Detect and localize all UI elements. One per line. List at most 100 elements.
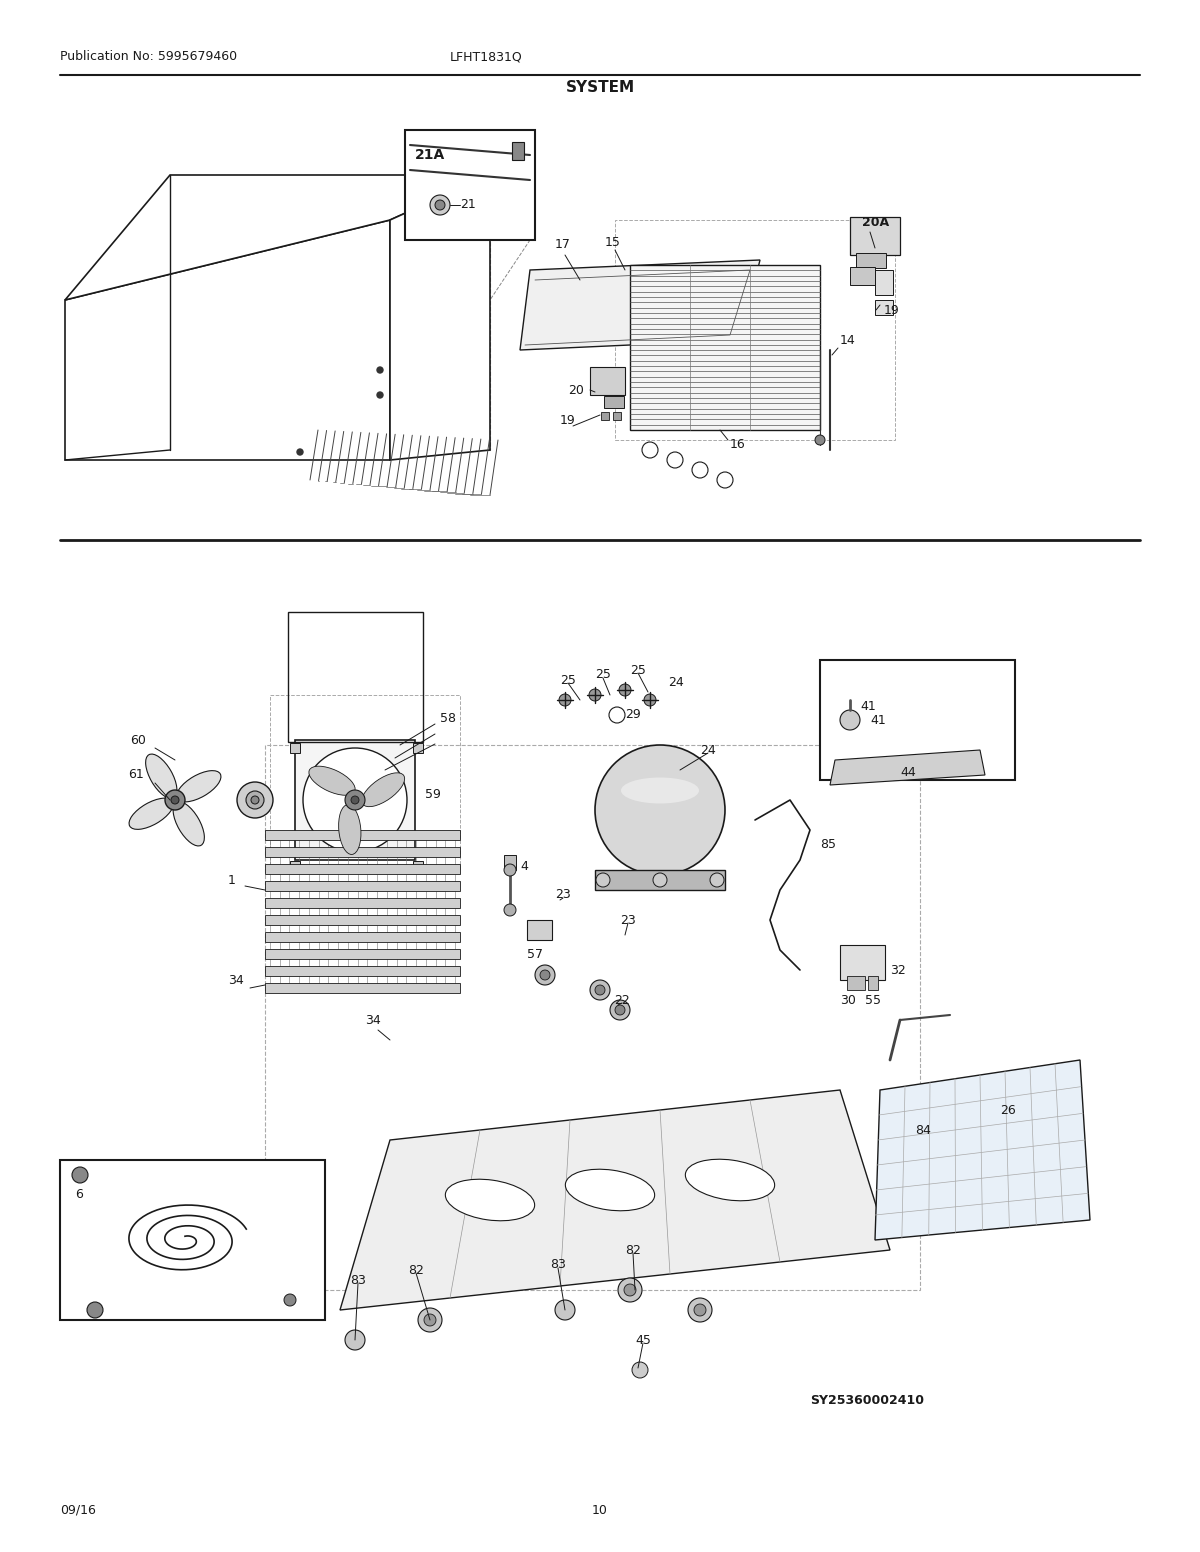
Text: 59: 59: [425, 788, 440, 801]
Polygon shape: [830, 750, 985, 785]
Circle shape: [346, 1330, 365, 1350]
Ellipse shape: [173, 802, 204, 846]
Text: 57: 57: [527, 948, 542, 962]
Bar: [875, 270, 893, 295]
Bar: [613, 411, 622, 421]
Text: 85: 85: [820, 838, 836, 852]
Bar: [630, 265, 820, 430]
Bar: [847, 976, 865, 990]
Bar: [590, 366, 625, 396]
Circle shape: [589, 689, 601, 702]
Bar: [265, 864, 460, 874]
Text: 83: 83: [350, 1274, 366, 1287]
Bar: [290, 743, 300, 753]
Bar: [604, 396, 624, 408]
Text: 58: 58: [440, 711, 456, 725]
Text: 41: 41: [860, 700, 876, 712]
Text: 45: 45: [635, 1333, 650, 1347]
Circle shape: [815, 435, 826, 445]
Circle shape: [298, 449, 302, 455]
Circle shape: [166, 790, 185, 810]
Text: LFHT1831Q: LFHT1831Q: [450, 51, 523, 64]
Ellipse shape: [445, 1180, 535, 1221]
Text: 24: 24: [700, 743, 715, 756]
Circle shape: [352, 796, 359, 804]
Circle shape: [688, 1297, 712, 1322]
Circle shape: [72, 1167, 88, 1183]
Ellipse shape: [176, 771, 221, 802]
Bar: [265, 830, 460, 840]
Bar: [840, 945, 886, 979]
Text: SY25360002410: SY25360002410: [810, 1394, 924, 1406]
Bar: [413, 743, 424, 753]
Bar: [265, 899, 460, 908]
Circle shape: [595, 745, 725, 875]
Text: 23: 23: [620, 914, 636, 927]
Text: 15: 15: [605, 236, 620, 248]
Text: 10: 10: [592, 1504, 608, 1516]
Text: 41: 41: [870, 714, 886, 726]
Circle shape: [840, 709, 860, 729]
Circle shape: [710, 872, 724, 888]
Bar: [265, 882, 460, 891]
Text: 25: 25: [560, 674, 576, 686]
Bar: [875, 300, 893, 315]
Bar: [265, 965, 460, 976]
Text: 25: 25: [595, 669, 611, 681]
Text: 83: 83: [550, 1259, 566, 1271]
Circle shape: [251, 796, 259, 804]
Bar: [60, 1159, 325, 1321]
Text: 21A: 21A: [415, 147, 445, 161]
Text: 20A: 20A: [862, 216, 889, 228]
Text: 22: 22: [614, 993, 630, 1007]
Circle shape: [554, 1301, 575, 1321]
Circle shape: [418, 1308, 442, 1332]
Circle shape: [644, 694, 656, 706]
Bar: [850, 267, 875, 286]
Text: SYSTEM: SYSTEM: [565, 81, 635, 96]
Text: 44: 44: [900, 767, 916, 779]
Circle shape: [284, 1294, 296, 1305]
Circle shape: [540, 970, 550, 979]
Bar: [595, 871, 725, 889]
Text: 24: 24: [668, 675, 684, 689]
Circle shape: [346, 790, 365, 810]
Text: 20: 20: [568, 383, 584, 396]
Circle shape: [377, 393, 383, 397]
Circle shape: [504, 864, 516, 875]
Text: 34: 34: [365, 1013, 380, 1026]
Ellipse shape: [145, 754, 176, 798]
Ellipse shape: [361, 773, 404, 807]
Circle shape: [424, 1315, 436, 1325]
Polygon shape: [340, 1090, 890, 1310]
Circle shape: [624, 1284, 636, 1296]
Circle shape: [559, 694, 571, 706]
Text: 16: 16: [730, 439, 745, 452]
Text: 61: 61: [128, 768, 144, 782]
Circle shape: [653, 872, 667, 888]
Text: 32: 32: [890, 964, 906, 976]
Bar: [504, 855, 516, 871]
Text: 29: 29: [625, 709, 641, 722]
Circle shape: [430, 196, 450, 216]
Bar: [265, 933, 460, 942]
Bar: [856, 253, 886, 268]
Text: 82: 82: [625, 1243, 641, 1257]
Circle shape: [377, 366, 383, 372]
Bar: [170, 175, 490, 450]
Ellipse shape: [565, 1169, 655, 1211]
Bar: [850, 217, 900, 255]
Circle shape: [619, 684, 631, 695]
Polygon shape: [390, 175, 490, 459]
Circle shape: [595, 986, 605, 995]
Text: 60: 60: [130, 734, 146, 747]
Text: 21: 21: [460, 199, 475, 211]
Circle shape: [88, 1302, 103, 1318]
Text: 55: 55: [865, 993, 881, 1007]
Text: 30: 30: [840, 993, 856, 1007]
Ellipse shape: [338, 804, 361, 855]
Bar: [265, 847, 460, 857]
Ellipse shape: [308, 767, 355, 795]
Ellipse shape: [622, 778, 698, 804]
Text: 23: 23: [554, 888, 571, 902]
